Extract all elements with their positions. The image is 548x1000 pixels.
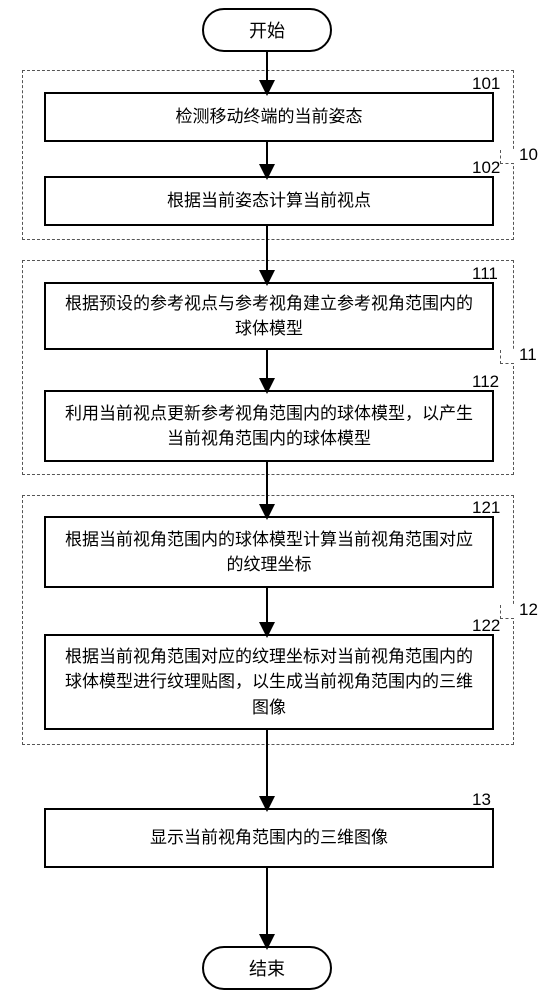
step-111-label: 111 <box>472 264 498 284</box>
step-121: 根据当前视角范围内的球体模型计算当前视角范围对应的纹理坐标 <box>44 516 494 588</box>
group-12-label: 12 <box>519 600 538 620</box>
step-102-label: 102 <box>472 158 500 178</box>
step-112-label: 112 <box>472 372 499 392</box>
step-121-text: 根据当前视角范围内的球体模型计算当前视角范围对应的纹理坐标 <box>62 527 476 578</box>
terminator-end: 结束 <box>202 946 332 990</box>
step-101-text: 检测移动终端的当前姿态 <box>176 104 363 130</box>
group-11-notch <box>500 350 514 364</box>
step-101: 检测移动终端的当前姿态 <box>44 92 494 142</box>
step-13-text: 显示当前视角范围内的三维图像 <box>150 825 388 851</box>
step-122-label: 122 <box>472 616 500 636</box>
terminator-start-text: 开始 <box>249 17 285 43</box>
group-11-label: 11 <box>519 345 537 365</box>
step-112-text: 利用当前视点更新参考视角范围内的球体模型，以产生当前视角范围内的球体模型 <box>62 401 476 452</box>
group-10-notch <box>500 150 514 164</box>
group-12-notch <box>500 605 514 619</box>
step-112: 利用当前视点更新参考视角范围内的球体模型，以产生当前视角范围内的球体模型 <box>44 390 494 462</box>
step-13: 显示当前视角范围内的三维图像 <box>44 808 494 868</box>
step-122-text: 根据当前视角范围对应的纹理坐标对当前视角范围内的球体模型进行纹理贴图，以生成当前… <box>62 644 476 721</box>
terminator-end-text: 结束 <box>249 955 285 981</box>
step-121-label: 121 <box>472 498 500 518</box>
step-111-text: 根据预设的参考视点与参考视角建立参考视角范围内的球体模型 <box>62 291 476 342</box>
step-13-label: 13 <box>472 790 491 810</box>
step-111: 根据预设的参考视点与参考视角建立参考视角范围内的球体模型 <box>44 282 494 350</box>
group-10-label: 10 <box>519 145 538 165</box>
step-102-text: 根据当前姿态计算当前视点 <box>167 188 371 214</box>
step-101-label: 101 <box>472 74 500 94</box>
step-102: 根据当前姿态计算当前视点 <box>44 176 494 226</box>
step-122: 根据当前视角范围对应的纹理坐标对当前视角范围内的球体模型进行纹理贴图，以生成当前… <box>44 634 494 730</box>
terminator-start: 开始 <box>202 8 332 52</box>
